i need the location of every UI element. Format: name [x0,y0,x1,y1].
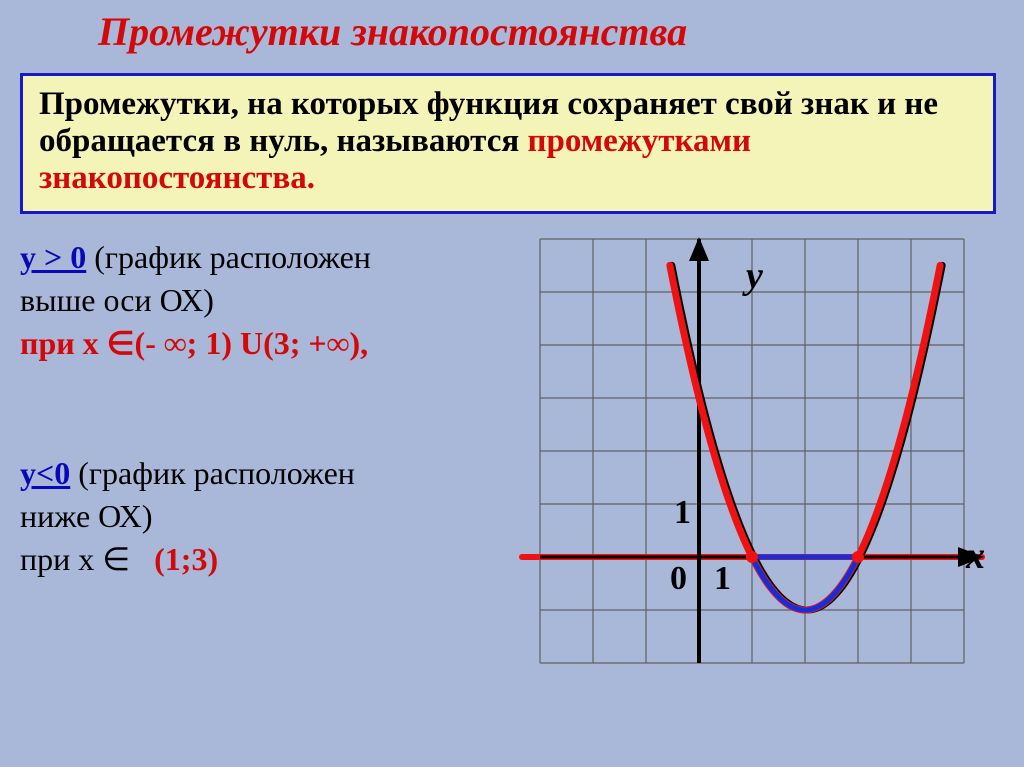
slide-title: Промежутки знакопостоянства [98,8,1006,55]
negative-pri: при х [20,541,102,577]
positive-block: y > 0 (график расположен выше оси ОХ) пр… [20,236,518,366]
slide: Промежутки знакопостоянства Промежутки, … [0,0,1024,767]
element-of-icon: ∈ [102,541,130,577]
chart: у x 0 1 1 [518,236,988,666]
text-column: y > 0 (график расположен выше оси ОХ) пр… [18,236,518,581]
content-row: y > 0 (график расположен выше оси ОХ) пр… [18,236,1006,666]
definition-box: Промежутки, на которых функция сохраняет… [20,73,996,214]
x-tick-1: 1 [714,560,731,598]
positive-desc2: выше оси ОХ) [20,282,214,318]
element-of-icon: ∈ [107,325,135,361]
negative-desc1: (график расположен [70,455,355,491]
positive-pri: при х [20,325,107,361]
definition-text: Промежутки, на которых функция сохраняет… [39,86,938,159]
negative-condition: y<0 [20,455,70,491]
positive-condition: y > 0 [20,239,86,275]
negative-interval: (1;3) [154,541,218,577]
negative-block: y<0 (график расположен ниже ОХ) при х ∈ … [20,452,518,582]
positive-interval: (- ∞; 1) U(3; +∞), [135,325,369,361]
origin-label: 0 [670,560,687,598]
negative-desc2: ниже ОХ) [20,498,153,534]
y-axis-label: у [746,254,763,298]
chart-svg [518,236,988,666]
x-axis-label: x [966,534,985,578]
positive-desc1: (график расположен [86,239,371,275]
y-tick-1: 1 [674,494,691,532]
